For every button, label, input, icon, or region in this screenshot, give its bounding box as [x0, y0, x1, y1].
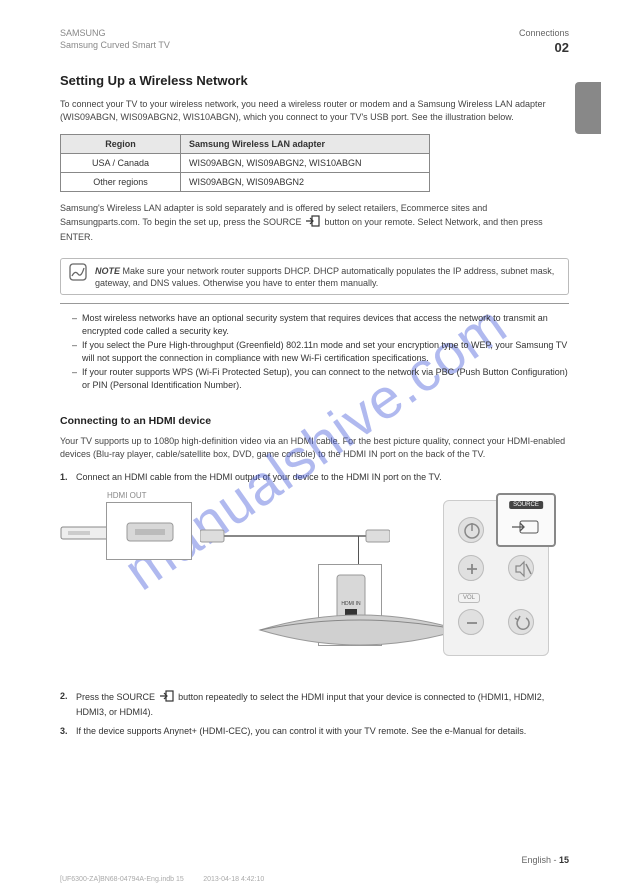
print-file: [UF6300-ZA]BN68-04794A-Eng.indb 15 — [60, 876, 184, 883]
remote-illustration: SOURCE VOL — [443, 500, 549, 656]
table-header: Samsung Wireless LAN adapter — [181, 135, 430, 154]
print-footer: [UF6300-ZA]BN68-04794A-Eng.indb 15 2013-… — [60, 876, 264, 883]
source-icon — [306, 215, 320, 231]
source-icon — [160, 690, 174, 706]
step-number: 1. — [60, 471, 76, 484]
footer-page: 15 — [559, 855, 569, 865]
hdmi-cable-icon — [200, 526, 390, 546]
brand-line: Samsung Curved Smart TV — [60, 40, 170, 52]
note-box: NOTE Make sure your network router suppo… — [60, 258, 569, 294]
step-text: If the device supports Anynet+ (HDMI-CEC… — [76, 725, 569, 738]
note-icon — [69, 263, 87, 281]
notes-list: Most wireless networks have an optional … — [72, 312, 569, 393]
return-icon — [508, 609, 534, 635]
callout-line — [358, 536, 359, 566]
brand-line: SAMSUNG — [60, 28, 170, 40]
body-text: Your TV supports up to 1080p high-defini… — [60, 435, 569, 461]
page-num-top: 02 — [519, 40, 569, 55]
step-number: 2. — [60, 690, 76, 719]
print-time: 2013-04-18 4:42:10 — [203, 876, 264, 883]
section-title-wireless: Setting Up a Wireless Network — [60, 73, 569, 88]
hdmi-out-callout: HDMI OUT — [106, 502, 192, 560]
table-row: Other regions WIS09ABGN, WIS09ABGN2 — [61, 173, 430, 192]
tv-body-icon — [250, 590, 470, 670]
footer-lang: English - — [521, 855, 556, 865]
step-text: Connect an HDMI cable from the HDMI outp… — [76, 471, 569, 484]
note-lead: NOTE — [95, 266, 120, 276]
step: 2. Press the SOURCE button repeatedly to… — [60, 690, 569, 719]
page-header: SAMSUNG Samsung Curved Smart TV Connecti… — [60, 28, 569, 55]
adapter-table: Region Samsung Wireless LAN adapter USA … — [60, 134, 430, 192]
table-header: Region — [61, 135, 181, 154]
list-item: If your router supports WPS (Wi-Fi Prote… — [72, 366, 569, 393]
section-label: Connections — [519, 28, 569, 38]
text-fragment: Press the SOURCE — [76, 692, 155, 702]
body-text: To connect your TV to your wireless netw… — [60, 98, 569, 124]
hdmi-diagram: HDMI OUT HDMI IN SOURCE — [60, 492, 569, 682]
callout-label: HDMI OUT — [107, 491, 147, 500]
step-number: 3. — [60, 725, 76, 738]
list-item: Most wireless networks have an optional … — [72, 312, 569, 339]
note-text: NOTE Make sure your network router suppo… — [95, 263, 560, 289]
table-cell: WIS09ABGN, WIS09ABGN2, WIS10ABGN — [181, 154, 430, 173]
step-text: Press the SOURCE button repeatedly to se… — [76, 690, 569, 719]
section-title-hdmi: Connecting to an HDMI device — [60, 415, 569, 427]
step: 3. If the device supports Anynet+ (HDMI-… — [60, 725, 569, 738]
list-item: If you select the Pure High-throughput (… — [72, 339, 569, 366]
volume-down-icon — [458, 609, 484, 635]
step: 1. Connect an HDMI cable from the HDMI o… — [60, 471, 569, 484]
header-brand: SAMSUNG Samsung Curved Smart TV — [60, 28, 170, 51]
page-footer: English - 15 — [521, 855, 569, 865]
divider — [60, 303, 569, 304]
table-cell: USA / Canada — [61, 154, 181, 173]
table-cell: WIS09ABGN, WIS09ABGN2 — [181, 173, 430, 192]
header-section: Connections 02 — [519, 28, 569, 55]
body-text: Samsung's Wireless LAN adapter is sold s… — [60, 202, 569, 244]
power-icon — [458, 517, 484, 543]
mute-icon — [508, 555, 534, 581]
table-cell: Other regions — [61, 173, 181, 192]
vol-label: VOL — [458, 593, 480, 603]
volume-up-icon — [458, 555, 484, 581]
table-row: USA / Canada WIS09ABGN, WIS09ABGN2, WIS1… — [61, 154, 430, 173]
remote-buttons: VOL — [452, 509, 540, 647]
note-body: Make sure your network router supports D… — [95, 266, 554, 288]
section-tab — [575, 82, 601, 134]
